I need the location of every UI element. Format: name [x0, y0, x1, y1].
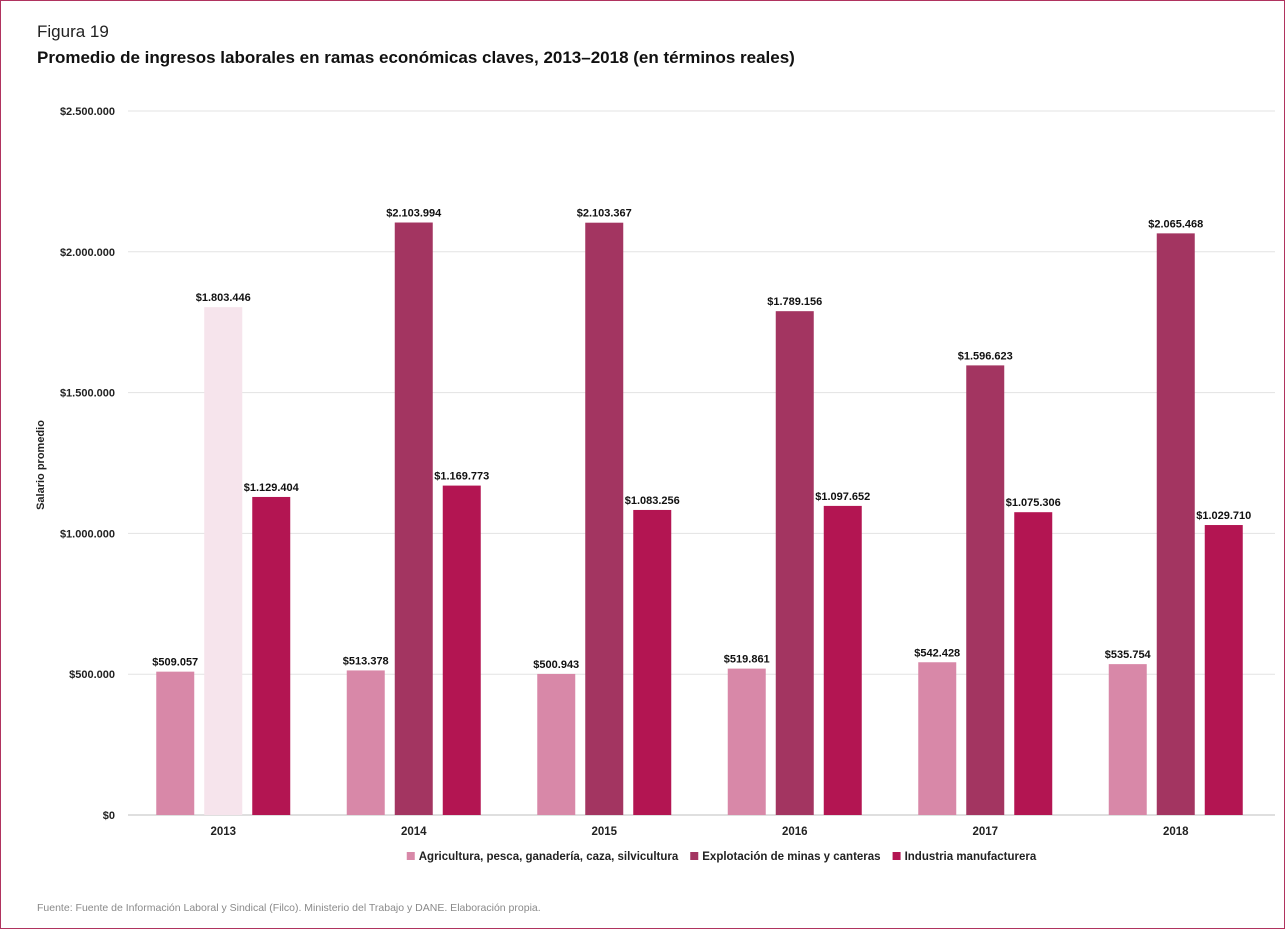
data-label: $513.378 [343, 655, 389, 667]
bars [156, 222, 1243, 816]
x-tick-label: 2018 [1163, 826, 1189, 838]
bar [204, 307, 243, 815]
x-tick-label: 2016 [782, 826, 808, 838]
data-label: $1.029.710 [1196, 510, 1251, 522]
x-tick-label: 2017 [972, 826, 998, 838]
x-tick-label: 2013 [210, 826, 236, 838]
data-label: $1.097.652 [815, 491, 870, 503]
bar [585, 222, 624, 816]
data-label: $535.754 [1105, 649, 1152, 661]
legend-swatch [892, 852, 901, 860]
bar [966, 365, 1005, 815]
bar [918, 662, 957, 815]
bar [252, 496, 291, 815]
source-note: Fuente: Fuente de Información Laboral y … [37, 902, 541, 914]
figure-label: Figura 19 [37, 22, 109, 41]
data-label: $500.943 [533, 659, 579, 671]
figure-title: Promedio de ingresos laborales en ramas … [37, 48, 795, 67]
data-label: $1.169.773 [434, 471, 489, 483]
bar [537, 673, 576, 815]
data-label: $1.596.623 [958, 350, 1013, 362]
y-tick-label: $2.000.000 [60, 247, 115, 259]
y-tick-label: $1.500.000 [60, 388, 115, 400]
data-label: $2.103.994 [386, 208, 442, 220]
bar [1108, 664, 1147, 815]
y-axis-label: Salario promedio [35, 420, 47, 510]
legend-swatch [406, 852, 415, 860]
data-label: $1.075.306 [1006, 497, 1061, 509]
data-label: $1.789.156 [767, 296, 822, 308]
data-labels: $509.057 $1.803.446 $1.129.404 $513.378 $2.1… [152, 208, 1251, 671]
data-label: $2.065.468 [1148, 218, 1203, 230]
data-label: $1.083.256 [625, 495, 680, 507]
x-tick-label: 2014 [401, 826, 427, 838]
bar [346, 670, 385, 815]
y-tick-label: $2.500.000 [60, 106, 115, 118]
y-tick-label: $0 [103, 810, 115, 822]
bar [775, 311, 814, 815]
legend: Agricultura, pesca, ganadería, caza, sil… [406, 851, 1037, 863]
data-label: $1.803.446 [196, 292, 251, 304]
legend-swatch [690, 852, 699, 860]
bar [633, 509, 672, 815]
x-axis: 2013 2014 2015 2016 2017 2018 [210, 826, 1189, 838]
x-tick-label: 2015 [591, 826, 617, 838]
y-tick-label: $1.000.000 [60, 528, 115, 540]
bar [394, 222, 433, 816]
data-label: $519.861 [724, 654, 770, 666]
legend-label: Industria manufacturera [905, 851, 1037, 863]
data-label: $542.428 [914, 647, 960, 659]
legend-label: Agricultura, pesca, ganadería, caza, sil… [419, 851, 679, 863]
bar [1204, 525, 1243, 815]
bar [823, 505, 862, 815]
bar [1014, 512, 1053, 815]
data-label: $1.129.404 [244, 482, 300, 494]
bar [1156, 233, 1195, 816]
data-label: $2.103.367 [577, 208, 632, 220]
gridlines [128, 110, 1275, 816]
legend-label: Explotación de minas y canteras [702, 851, 880, 863]
y-axis: $0 $500.000 $1.000.000 $1.500.000 $2.000.000… [60, 106, 115, 822]
data-label: $509.057 [152, 657, 198, 669]
bar [727, 668, 766, 815]
bar [156, 671, 195, 815]
y-tick-label: $500.000 [69, 669, 115, 681]
bar [442, 485, 481, 815]
